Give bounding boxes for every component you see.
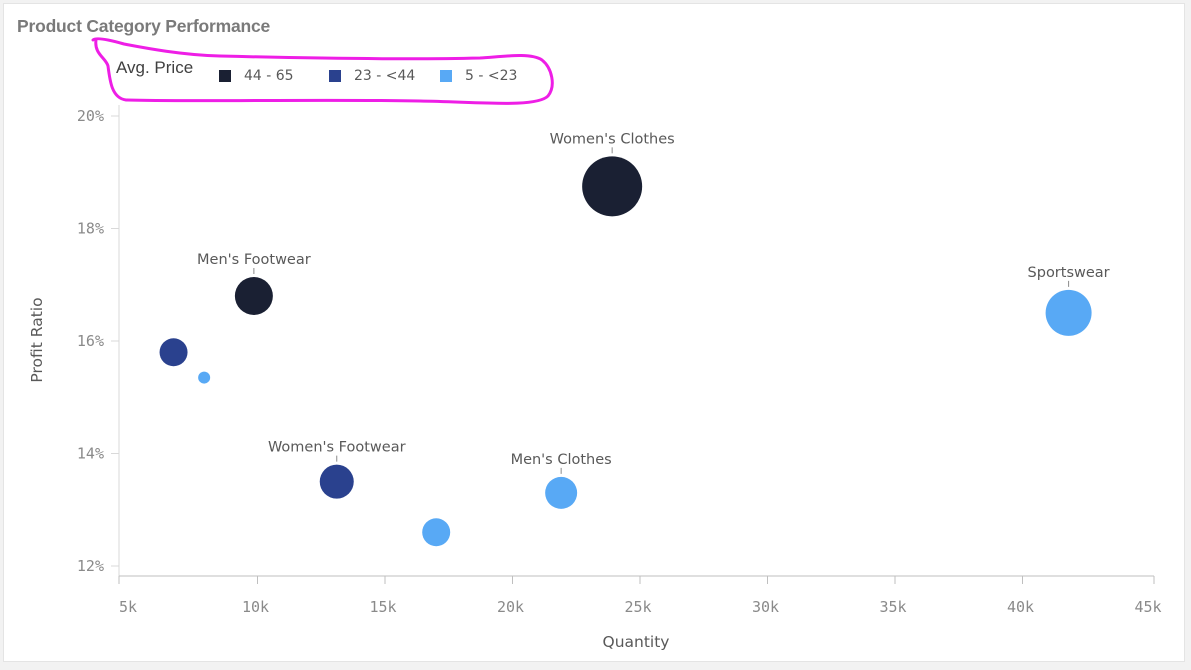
legend-item-23-44[interactable]: 23 - <44 xyxy=(329,68,415,84)
data-point xyxy=(1045,289,1092,336)
data-point xyxy=(319,464,354,499)
legend-swatch xyxy=(440,70,452,82)
data-points: Women's Clothes Men's Footwear Sportswear W… xyxy=(159,131,1110,547)
chart-panel xyxy=(3,3,1185,662)
legend-label: 44 - 65 xyxy=(244,68,294,84)
point-label: Men's Clothes xyxy=(511,452,612,468)
x-tick-label: 10k xyxy=(242,598,269,616)
point-label: Sportswear xyxy=(1028,265,1110,281)
x-axis-label: Quantity xyxy=(603,633,670,651)
legend-swatch xyxy=(329,70,341,82)
axes: 5k 10k 15k 20k 25k 30k 35k 40k 45k 12% 14% 16% 18% 20… xyxy=(28,105,1162,651)
legend-item-44-65[interactable]: 44 - 65 xyxy=(219,68,294,84)
data-point xyxy=(582,156,643,217)
x-tick-label: 25k xyxy=(624,598,651,616)
data-point xyxy=(159,338,188,367)
x-tick-label: 45k xyxy=(1134,598,1161,616)
legend-highlight-annotation xyxy=(91,37,554,105)
x-tick-label: 20k xyxy=(497,598,524,616)
y-tick-label: 16% xyxy=(77,332,104,350)
data-point xyxy=(198,371,211,384)
legend-label: 5 - <23 xyxy=(465,68,518,84)
y-tick-label: 14% xyxy=(77,445,104,463)
data-point xyxy=(422,518,451,547)
legend-label: 23 - <44 xyxy=(354,68,416,84)
x-tick-label: 35k xyxy=(879,598,906,616)
chart-title: Product Category Performance xyxy=(17,16,271,36)
legend-title: Avg. Price xyxy=(116,58,194,77)
x-tick-label: 40k xyxy=(1007,598,1034,616)
x-tick-label: 5k xyxy=(119,598,137,616)
point-label: Women's Footwear xyxy=(268,440,406,456)
point-label: Women's Clothes xyxy=(550,131,675,147)
y-axis-label: Profit Ratio xyxy=(28,297,46,382)
y-tick-label: 18% xyxy=(77,220,104,238)
data-point xyxy=(545,476,578,509)
y-tick-label: 20% xyxy=(77,107,104,125)
x-tick-label: 15k xyxy=(369,598,396,616)
legend-swatch xyxy=(219,70,231,82)
x-tick-label: 30k xyxy=(752,598,779,616)
point-label: Men's Footwear xyxy=(197,252,311,268)
legend-item-5-23[interactable]: 5 - <23 xyxy=(440,68,517,84)
y-tick-label: 12% xyxy=(77,557,104,575)
data-point xyxy=(234,277,273,315)
